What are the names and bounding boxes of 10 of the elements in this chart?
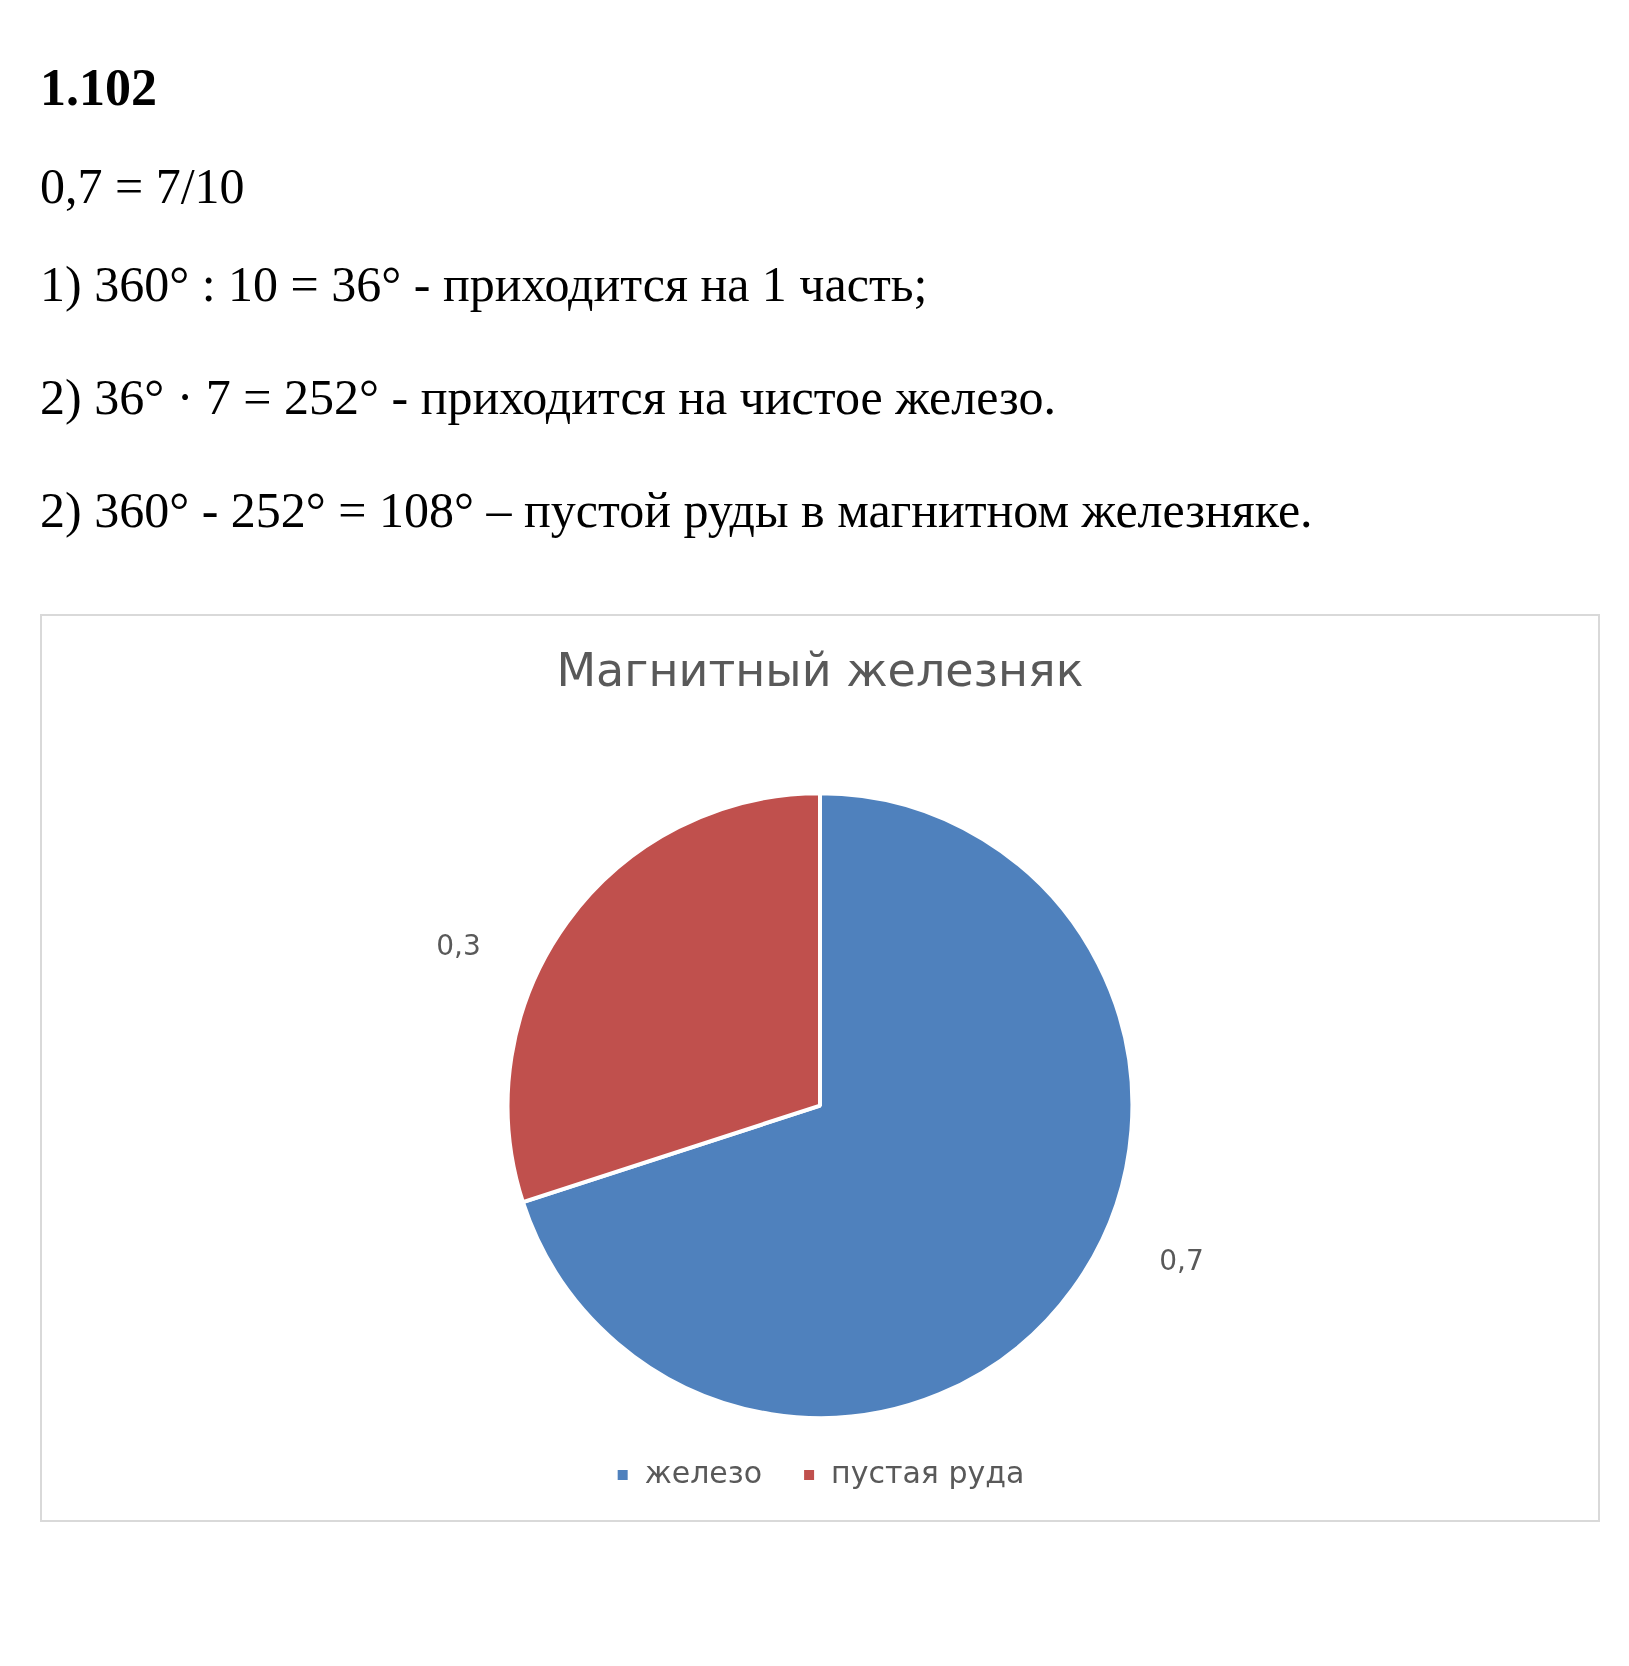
legend-label: пустая руда xyxy=(831,1454,1025,1490)
chart-title: Магнитный железняк xyxy=(556,642,1084,697)
data-label: 0,3 xyxy=(436,929,481,963)
text: 1) 360° : 10 = 36° - приходится на 1 часть; xyxy=(40,255,929,313)
text: 0,7 = 7/10 xyxy=(40,157,246,215)
text: 1.102 xyxy=(40,58,158,117)
legend-label: железо xyxy=(644,1454,763,1490)
text: 2) 36° · 7 = 252° - приходится на чистое железо. xyxy=(40,368,1057,426)
data-label: 0,7 xyxy=(1159,1244,1204,1278)
text: 2) 360° - 252° = 108° – пустой руды в магнитном железняке. xyxy=(40,481,1314,539)
